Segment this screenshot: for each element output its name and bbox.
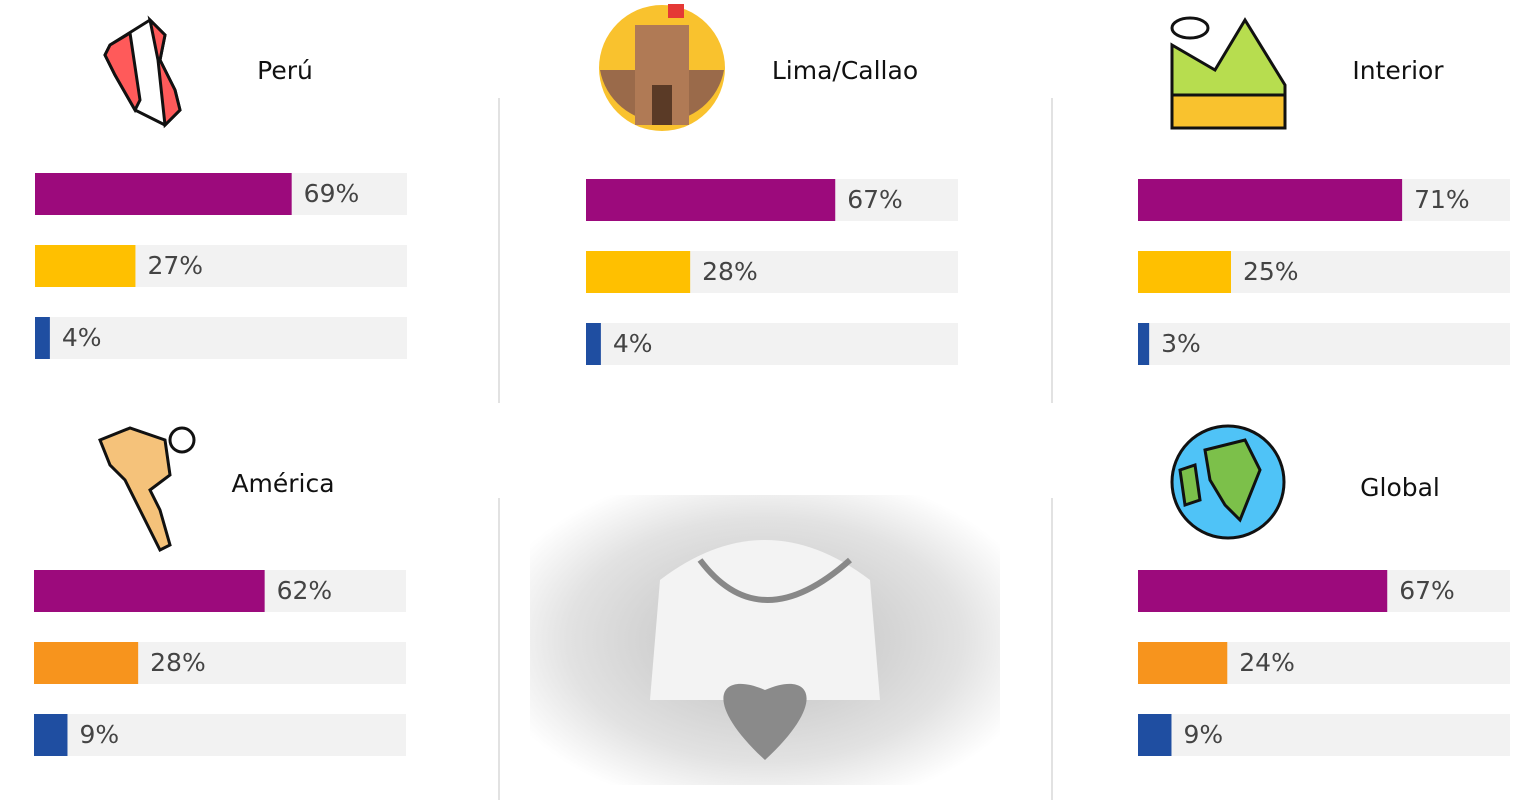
- bar: [34, 714, 68, 756]
- bar-track: [35, 317, 407, 359]
- bar: [34, 642, 139, 684]
- bar: [1138, 570, 1388, 612]
- america-icon: [98, 426, 196, 553]
- bar: [35, 317, 50, 359]
- value-label: 67%: [1399, 576, 1455, 605]
- value-label: 67%: [847, 185, 903, 214]
- panel-title: América: [231, 469, 334, 498]
- panel-title: Interior: [1352, 56, 1444, 85]
- lima-icon: [599, 4, 725, 131]
- bar: [1138, 251, 1231, 293]
- value-label: 9%: [79, 720, 119, 749]
- value-label: 71%: [1414, 185, 1470, 214]
- bar-track: [586, 323, 958, 365]
- panel-title: Perú: [257, 56, 313, 85]
- value-label: 62%: [277, 576, 333, 605]
- bar: [586, 323, 601, 365]
- bar: [34, 570, 265, 612]
- bar: [586, 179, 836, 221]
- bar: [586, 251, 691, 293]
- bar-track: [1138, 714, 1510, 756]
- value-label: 4%: [613, 329, 653, 358]
- value-label: 4%: [62, 323, 102, 352]
- value-label: 28%: [702, 257, 758, 286]
- value-label: 28%: [150, 648, 206, 677]
- value-label: 27%: [147, 251, 203, 280]
- bar: [35, 173, 292, 215]
- dividers: [498, 98, 1053, 800]
- bar-track: [34, 714, 406, 756]
- panel-title: Global: [1360, 473, 1440, 502]
- value-label: 25%: [1243, 257, 1299, 286]
- bar: [1138, 642, 1228, 684]
- bar: [1138, 714, 1172, 756]
- bar-track: [1138, 323, 1510, 365]
- bar: [35, 245, 136, 287]
- globe-icon: [1170, 424, 1286, 540]
- value-label: 9%: [1183, 720, 1223, 749]
- panel-title: Lima/Callao: [772, 56, 918, 85]
- peru-icon: [103, 15, 182, 129]
- value-label: 24%: [1239, 648, 1295, 677]
- value-label: 3%: [1161, 329, 1201, 358]
- value-label: 69%: [304, 179, 360, 208]
- bar: [1138, 323, 1150, 365]
- photo: [530, 495, 1000, 785]
- interior-icon: [1170, 16, 1287, 130]
- bar: [1138, 179, 1403, 221]
